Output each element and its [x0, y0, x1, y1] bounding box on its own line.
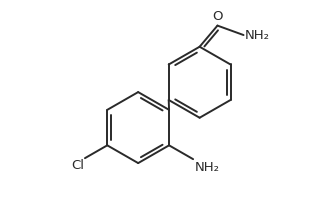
- Text: NH₂: NH₂: [245, 29, 269, 42]
- Text: NH₂: NH₂: [195, 161, 220, 174]
- Text: Cl: Cl: [71, 159, 84, 172]
- Text: O: O: [212, 10, 223, 23]
